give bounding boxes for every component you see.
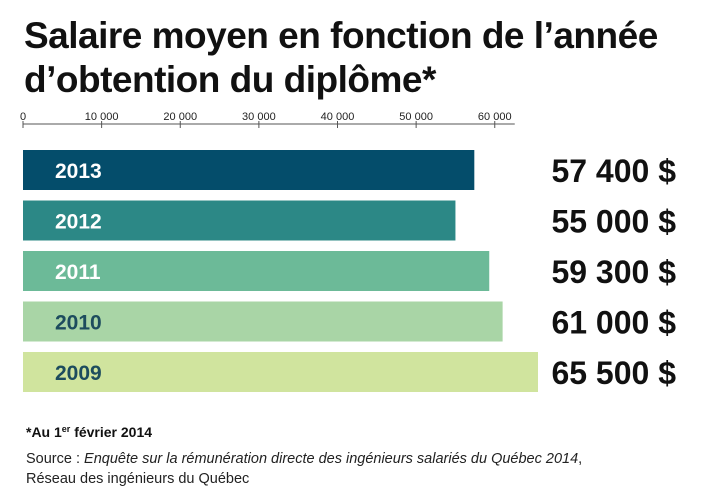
footnote-prefix: *Au 1 <box>26 424 62 440</box>
x-tick-label: 50 000 <box>399 111 433 123</box>
source-note: Source : Enquête sur la rémunération dir… <box>26 449 686 489</box>
data-label: 55 000 $ <box>551 204 676 240</box>
x-tick-label: 60 000 <box>478 111 512 123</box>
bar <box>23 200 456 241</box>
bar <box>23 150 475 190</box>
source-label: Source : <box>26 451 85 467</box>
bar <box>23 251 490 291</box>
bar <box>23 352 538 392</box>
source-publisher: Réseau des ingénieurs du Québec <box>26 471 250 487</box>
bar-chart: 0 10 000 20 000 30 000 40 000 50 000 60 000 20… <box>20 111 676 392</box>
bar <box>23 301 503 342</box>
chart-title-line-1: Salaire moyen en fonction de l’année <box>24 15 658 56</box>
x-tick-label: 30 000 <box>242 111 276 123</box>
x-tick-label: 0 <box>20 111 26 123</box>
x-tick-label: 10 000 <box>85 111 119 123</box>
x-axis: 0 10 000 20 000 30 000 40 000 50 000 60 000 <box>20 111 515 128</box>
data-label: 61 000 $ <box>551 305 676 341</box>
category-label: 2009 <box>55 362 102 385</box>
footnote-superscript: er <box>61 424 71 434</box>
footnote: *Au 1er février 2014 <box>26 424 152 440</box>
data-label: 65 500 $ <box>551 355 676 391</box>
chart-title: Salaire moyen en fonction de l’année d’o… <box>24 14 684 102</box>
source-separator: , <box>578 451 583 467</box>
data-label: 57 400 $ <box>551 153 676 189</box>
bars: 2013 57 400 $ 2012 55 000 $ 2011 59 300 $ 2010… <box>23 150 676 392</box>
category-label: 2013 <box>55 160 102 183</box>
source-publication: Enquête sur la rémunération directe des … <box>84 451 579 467</box>
category-label: 2011 <box>55 261 101 284</box>
x-tick-label: 20 000 <box>163 111 197 123</box>
category-label: 2012 <box>55 211 102 234</box>
footnote-suffix: février 2014 <box>70 424 153 440</box>
category-label: 2010 <box>55 312 102 335</box>
x-tick-label: 40 000 <box>321 111 355 123</box>
chart-title-line-2: d’obtention du diplôme* <box>24 59 436 100</box>
data-label: 59 300 $ <box>551 254 676 290</box>
